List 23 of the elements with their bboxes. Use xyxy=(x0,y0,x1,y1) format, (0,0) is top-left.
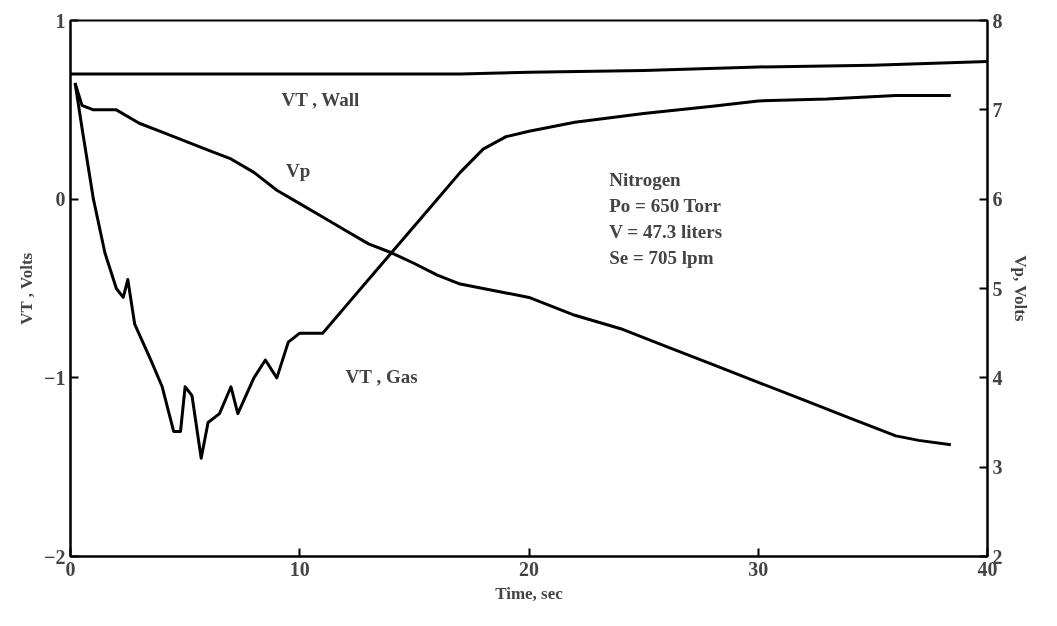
y-axis-title: VT , Volts xyxy=(17,252,37,325)
annotation: Po = 650 Torr xyxy=(609,195,722,217)
x-tick-label: 30 xyxy=(748,557,769,580)
y-tick-label: −2 xyxy=(44,545,66,568)
y-tick-label: 0 xyxy=(55,188,66,211)
annotation: Vp xyxy=(285,160,311,182)
annotation: Se = 705 lpm xyxy=(609,247,714,269)
y2-tick-label: 5 xyxy=(992,277,1003,300)
y2-tick-label: 7 xyxy=(992,98,1003,121)
y-tick-label: 1 xyxy=(55,9,66,32)
x-tick-label: 20 xyxy=(519,557,539,580)
y-tick-label: −1 xyxy=(44,366,66,389)
y2-tick-label: 8 xyxy=(992,9,1003,32)
annotation: VT , Gas xyxy=(345,365,418,387)
y2-tick-label: 3 xyxy=(992,456,1003,479)
x-tick-label: 10 xyxy=(289,557,310,580)
y2-tick-label: 6 xyxy=(992,188,1003,211)
y2-axis-title: Vp, Volts xyxy=(1010,255,1030,322)
x-axis-title: Time, sec xyxy=(495,583,564,603)
annotation: VT , Wall xyxy=(281,88,360,110)
annotation: V = 47.3 liters xyxy=(609,221,723,243)
y2-tick-label: 4 xyxy=(992,366,1003,389)
annotation: Nitrogen xyxy=(609,169,682,191)
